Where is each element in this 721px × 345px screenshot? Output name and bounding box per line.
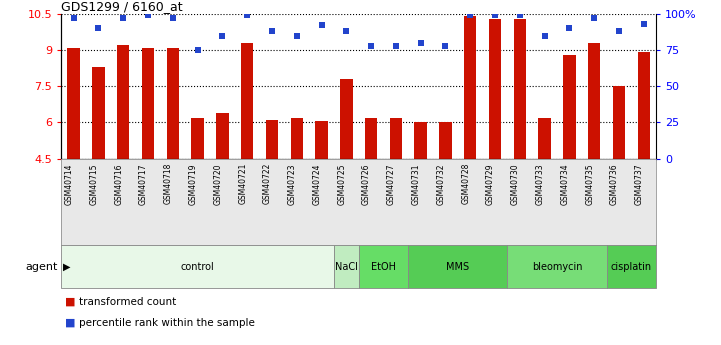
Point	[366, 43, 377, 48]
Text: GSM40715: GSM40715	[89, 163, 99, 205]
Bar	[340, 79, 353, 159]
Bar	[588, 43, 601, 159]
Text: GDS1299 / 6160_at: GDS1299 / 6160_at	[61, 0, 183, 13]
Text: GSM40734: GSM40734	[560, 163, 570, 205]
Point	[216, 33, 228, 38]
Bar	[464, 16, 477, 159]
Point	[266, 28, 278, 34]
Bar	[365, 118, 377, 159]
Text: EtOH: EtOH	[371, 262, 396, 272]
Point	[167, 16, 179, 21]
Bar	[415, 122, 427, 159]
Bar	[389, 118, 402, 159]
Point	[539, 33, 550, 38]
Text: GSM40722: GSM40722	[263, 163, 272, 204]
Text: ■: ■	[65, 297, 76, 307]
Text: NaCl: NaCl	[335, 262, 358, 272]
Text: GSM40719: GSM40719	[189, 163, 198, 205]
Bar	[61, 245, 334, 288]
Text: control: control	[181, 262, 214, 272]
Text: percentile rank within the sample: percentile rank within the sample	[79, 318, 255, 327]
Text: GSM40733: GSM40733	[536, 163, 544, 205]
Bar	[508, 245, 606, 288]
Point	[514, 12, 526, 18]
Point	[68, 16, 79, 21]
Bar	[241, 43, 253, 159]
Text: ▶: ▶	[63, 262, 70, 272]
Text: GSM40727: GSM40727	[387, 163, 396, 205]
Text: cisplatin: cisplatin	[611, 262, 652, 272]
Text: GSM40730: GSM40730	[510, 163, 520, 205]
Bar	[216, 113, 229, 159]
Point	[93, 26, 105, 31]
Text: GSM40724: GSM40724	[312, 163, 322, 205]
Text: GSM40718: GSM40718	[164, 163, 173, 204]
Text: GSM40735: GSM40735	[585, 163, 594, 205]
Point	[390, 43, 402, 48]
Bar	[334, 245, 359, 288]
Text: GSM40726: GSM40726	[362, 163, 371, 205]
Point	[242, 12, 253, 18]
Text: GSM40723: GSM40723	[288, 163, 297, 205]
Text: agent: agent	[25, 262, 58, 272]
Bar	[439, 122, 451, 159]
Point	[415, 40, 426, 46]
Point	[291, 33, 303, 38]
Bar	[117, 45, 130, 159]
Text: GSM40737: GSM40737	[634, 163, 644, 205]
Text: GSM40716: GSM40716	[114, 163, 123, 205]
Bar	[291, 118, 303, 159]
Text: MMS: MMS	[446, 262, 469, 272]
Text: GSM40731: GSM40731	[412, 163, 420, 205]
Bar	[142, 48, 154, 159]
Bar	[489, 19, 501, 159]
Text: GSM40720: GSM40720	[213, 163, 222, 205]
Text: GSM40728: GSM40728	[461, 163, 470, 204]
Text: GSM40736: GSM40736	[610, 163, 619, 205]
Text: GSM40714: GSM40714	[65, 163, 74, 205]
Point	[118, 16, 129, 21]
Text: GSM40725: GSM40725	[337, 163, 346, 205]
Bar	[408, 245, 508, 288]
Point	[588, 16, 600, 21]
Bar	[359, 245, 408, 288]
Point	[316, 23, 327, 28]
Bar	[513, 19, 526, 159]
Bar	[167, 48, 179, 159]
Point	[142, 12, 154, 18]
Point	[638, 21, 650, 27]
Point	[440, 43, 451, 48]
Bar	[68, 48, 80, 159]
Point	[564, 26, 575, 31]
Bar	[613, 86, 625, 159]
Text: ■: ■	[65, 318, 76, 327]
Text: GSM40732: GSM40732	[436, 163, 446, 205]
Point	[192, 47, 203, 53]
Point	[490, 12, 501, 18]
Text: transformed count: transformed count	[79, 297, 177, 307]
Bar	[539, 118, 551, 159]
Text: GSM40717: GSM40717	[139, 163, 148, 205]
Bar	[191, 118, 204, 159]
Bar	[315, 121, 328, 159]
Bar	[563, 55, 575, 159]
Point	[613, 28, 624, 34]
Point	[340, 28, 352, 34]
Text: GSM40721: GSM40721	[238, 163, 247, 204]
Bar	[266, 120, 278, 159]
Bar	[637, 52, 650, 159]
Point	[464, 12, 476, 18]
Text: bleomycin: bleomycin	[531, 262, 583, 272]
Bar	[92, 67, 105, 159]
Bar	[606, 245, 656, 288]
Text: GSM40729: GSM40729	[486, 163, 495, 205]
